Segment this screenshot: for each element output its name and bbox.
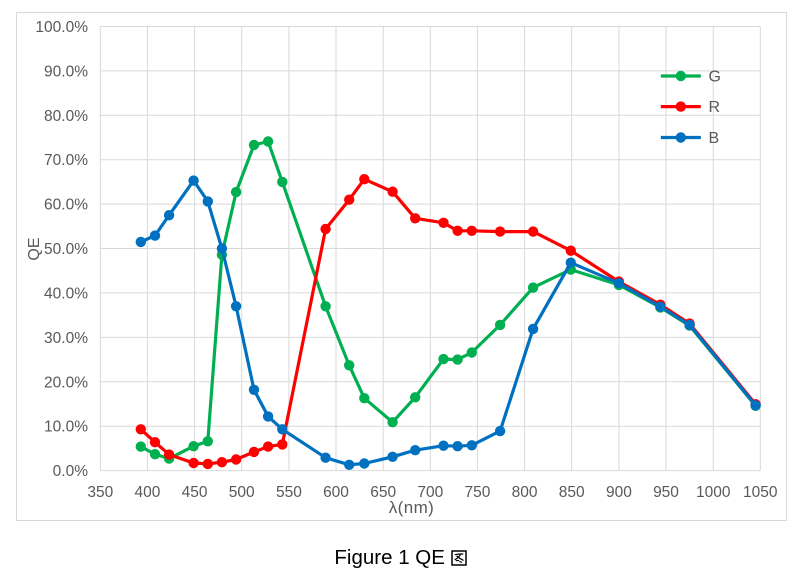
svg-text:650: 650 bbox=[370, 484, 396, 501]
svg-text:450: 450 bbox=[182, 484, 208, 501]
svg-text:0.0%: 0.0% bbox=[53, 463, 89, 480]
svg-text:100.0%: 100.0% bbox=[35, 19, 88, 36]
svg-text:60.0%: 60.0% bbox=[44, 197, 88, 214]
svg-text:950: 950 bbox=[653, 484, 679, 501]
svg-text:1050: 1050 bbox=[743, 484, 778, 501]
svg-text:40.0%: 40.0% bbox=[44, 285, 88, 302]
svg-text:QE: QE bbox=[26, 237, 43, 260]
svg-text:350: 350 bbox=[87, 484, 113, 501]
svg-text:R: R bbox=[709, 99, 721, 116]
svg-text:600: 600 bbox=[323, 484, 349, 501]
svg-text:1000: 1000 bbox=[696, 484, 731, 501]
svg-text:800: 800 bbox=[512, 484, 538, 501]
svg-text:B: B bbox=[709, 130, 720, 147]
svg-text:70.0%: 70.0% bbox=[44, 152, 88, 169]
svg-text:400: 400 bbox=[134, 484, 160, 501]
svg-text:10.0%: 10.0% bbox=[44, 419, 88, 436]
svg-text:700: 700 bbox=[417, 484, 443, 501]
svg-text:20.0%: 20.0% bbox=[44, 374, 88, 391]
svg-text:30.0%: 30.0% bbox=[44, 330, 88, 347]
svg-text:80.0%: 80.0% bbox=[44, 108, 88, 125]
svg-text:λ(nm): λ(nm) bbox=[389, 498, 434, 517]
svg-text:90.0%: 90.0% bbox=[44, 63, 88, 80]
svg-text:50.0%: 50.0% bbox=[44, 241, 88, 258]
svg-text:750: 750 bbox=[464, 484, 490, 501]
svg-text:850: 850 bbox=[559, 484, 585, 501]
svg-text:900: 900 bbox=[606, 484, 632, 501]
svg-text:500: 500 bbox=[229, 484, 255, 501]
svg-text:G: G bbox=[709, 69, 721, 86]
svg-text:550: 550 bbox=[276, 484, 302, 501]
